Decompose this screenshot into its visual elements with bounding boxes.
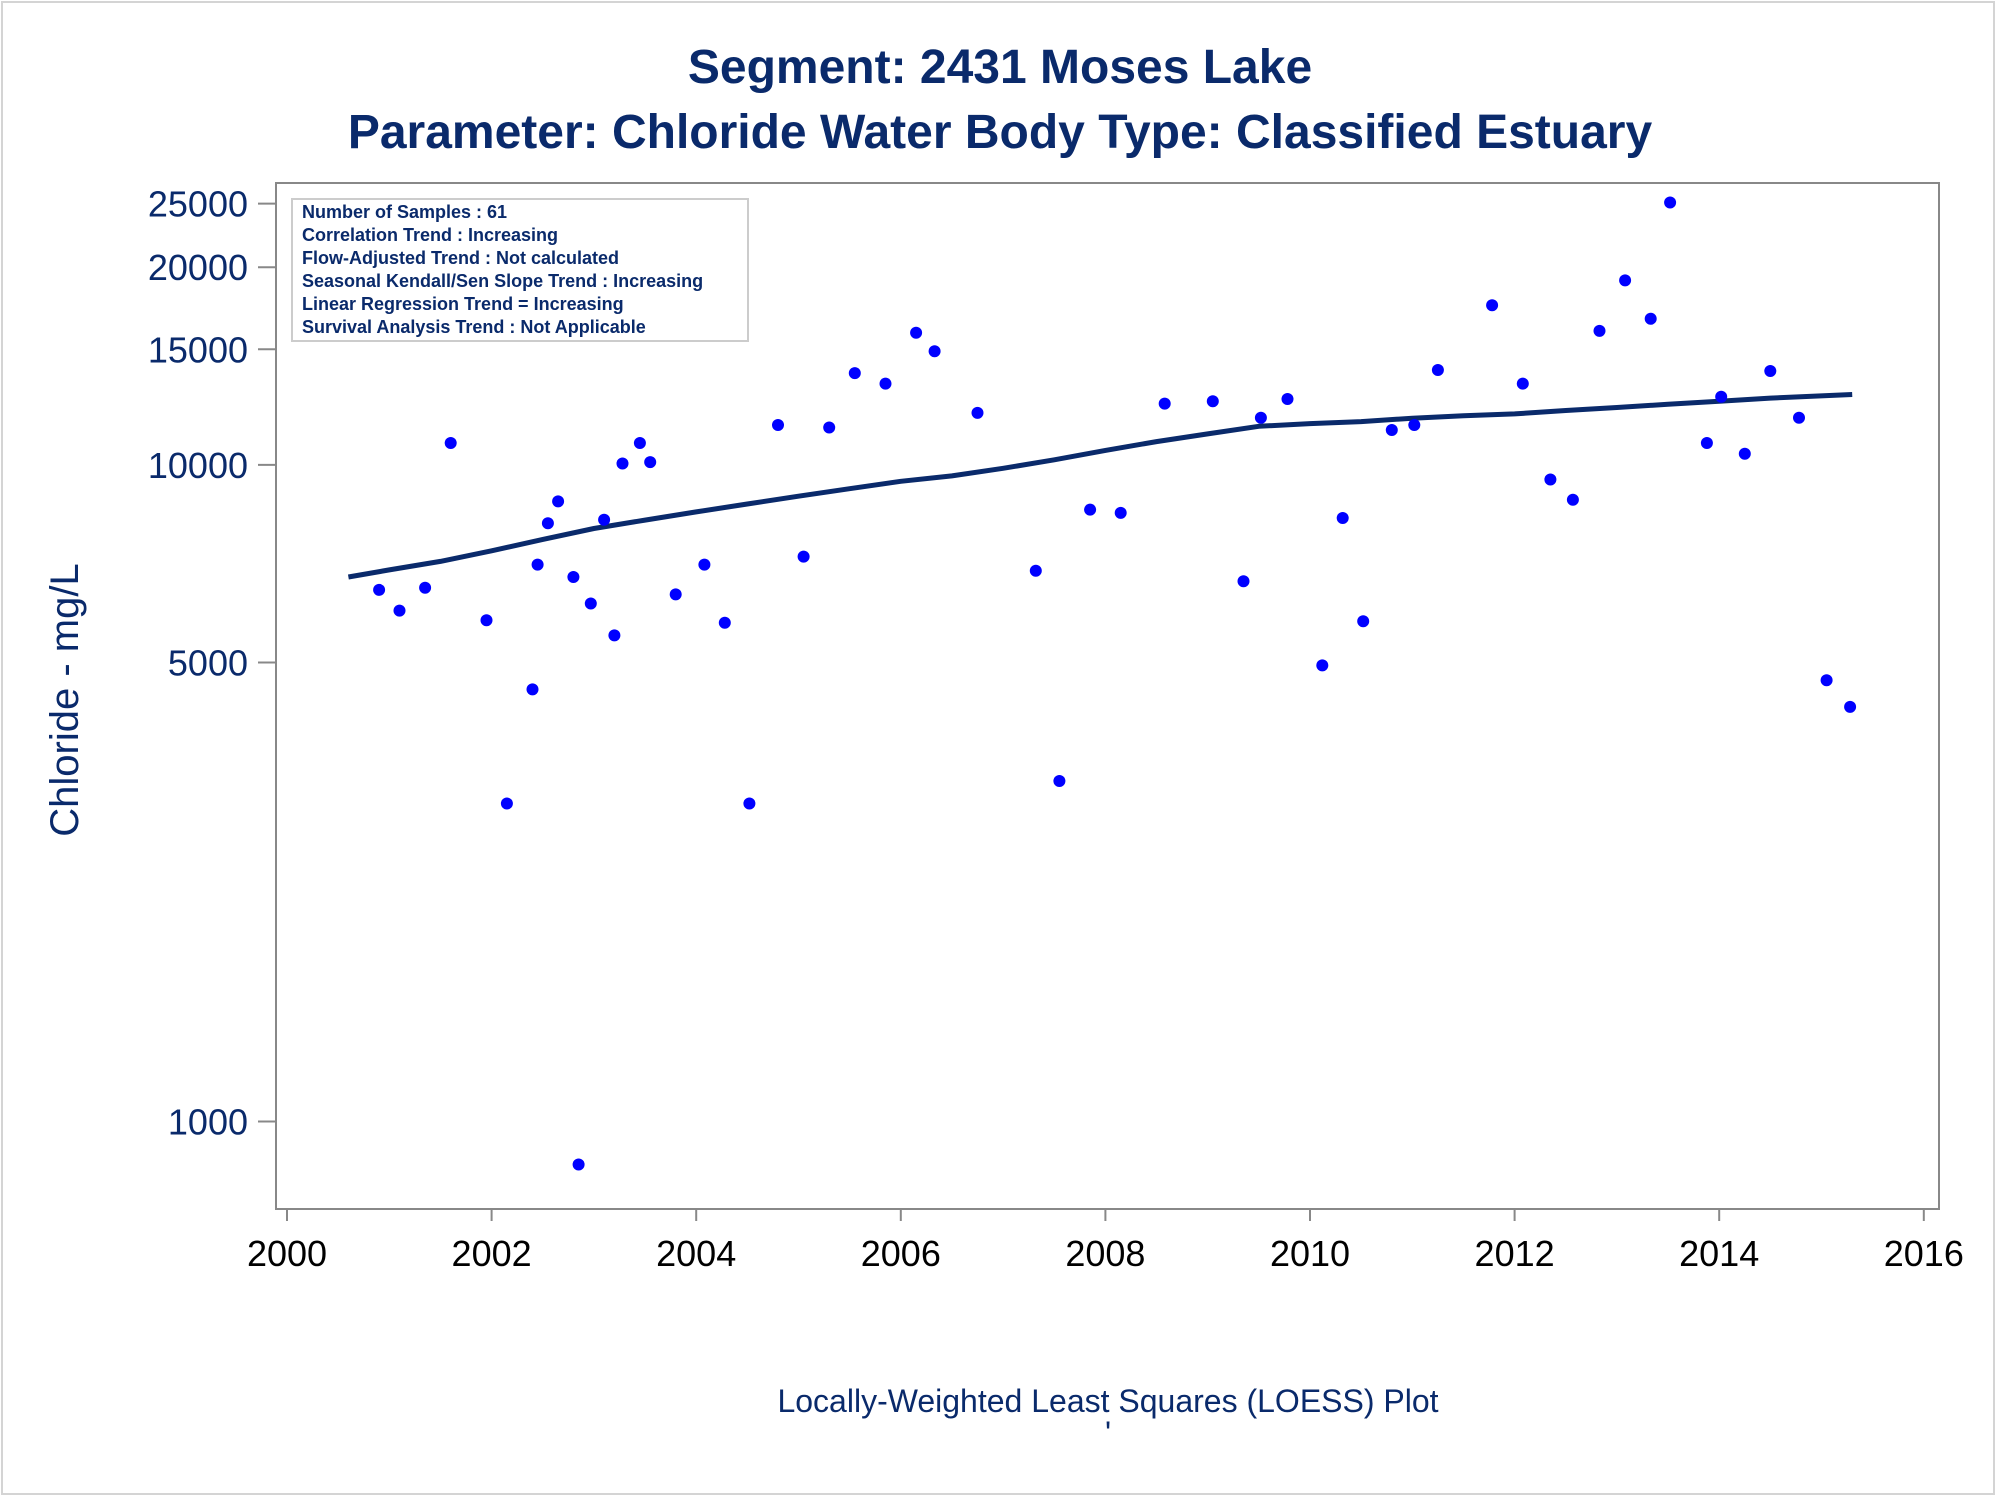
plot-area (275, 182, 1940, 1210)
y-tick-label: 1000 (168, 1102, 248, 1143)
x-tick-label: 2014 (1679, 1233, 1759, 1274)
y-tick-label: 20000 (148, 247, 248, 288)
trend-summary-box: Number of Samples : 61 Correlation Trend… (291, 198, 749, 342)
x-tick-label: 2006 (861, 1233, 941, 1274)
data-point (1793, 411, 1805, 424)
data-point (552, 495, 565, 508)
inset-line: Correlation Trend : Increasing (302, 225, 558, 245)
inset-line: Number of Samples : 61 (302, 202, 507, 222)
data-point (1336, 512, 1349, 524)
data-point (1664, 196, 1677, 209)
data-point (718, 616, 731, 629)
data-point (1566, 493, 1579, 506)
x-tick-label: 2010 (1270, 1233, 1350, 1274)
data-point (531, 558, 544, 571)
x-tick-label: 2012 (1475, 1233, 1555, 1274)
loess-line (347, 392, 1853, 580)
sample-series (342, 196, 1857, 1171)
data-point (1206, 395, 1219, 408)
data-point (572, 1158, 585, 1171)
data-point (393, 604, 406, 617)
data-point (419, 581, 432, 594)
y-tick-label: 5000 (168, 643, 248, 684)
data-point (500, 797, 513, 810)
footer-label: Locally-Weighted Least Squares (LOESS) P… (777, 1383, 1438, 1419)
inset-line: Linear Regression Trend = Increasing (302, 294, 624, 314)
x-tick-label: 2008 (1065, 1233, 1145, 1274)
inset-line: Seasonal Kendall/Sen Slope Trend : Incre… (302, 271, 703, 291)
y-axis: 1000 5000 10000 15000 20000 25000 (148, 184, 276, 1143)
data-point (567, 571, 580, 583)
data-point (541, 517, 554, 530)
data-point (633, 437, 646, 449)
data-point (1281, 393, 1294, 405)
data-point (1738, 447, 1751, 460)
inset-line: Survival Analysis Trend : Not Applicable (302, 317, 646, 337)
data-point (1715, 390, 1728, 403)
data-point (1619, 274, 1632, 287)
x-tick-label: 2002 (452, 1233, 532, 1274)
data-point (1029, 564, 1042, 577)
data-point (526, 683, 539, 696)
data-point (1700, 437, 1713, 449)
trend-summary-frame (291, 198, 749, 342)
data-point (797, 550, 810, 563)
data-point (1764, 365, 1777, 377)
data-point (1431, 364, 1444, 376)
data-point (1544, 473, 1557, 486)
data-point (1254, 411, 1267, 424)
y-tick-label: 15000 (148, 329, 248, 370)
data-point (1408, 419, 1421, 431)
data-point (644, 456, 657, 469)
data-point (1385, 424, 1398, 436)
data-point (1820, 674, 1833, 687)
data-point (879, 377, 892, 390)
data-point (823, 421, 836, 434)
chart-subtitle: Parameter: Chloride Water Body Type: Cla… (348, 106, 1653, 159)
x-axis: 2000 2002 2004 2006 2008 2010 2012 2014 2016 (247, 1209, 1964, 1274)
data-point (971, 406, 984, 419)
data-point (1593, 324, 1606, 337)
data-point (1158, 397, 1171, 410)
x-tick-label: 2000 (247, 1233, 327, 1274)
data-point (1516, 377, 1529, 390)
data-point (1844, 700, 1857, 713)
loess-series (347, 392, 1853, 580)
data-point (698, 558, 711, 571)
data-point (1644, 312, 1657, 325)
data-point (928, 345, 941, 358)
y-tick-label: 10000 (148, 445, 248, 486)
data-point (1114, 506, 1127, 519)
data-point (608, 629, 621, 642)
data-point (772, 419, 784, 431)
data-point (616, 457, 629, 470)
y-axis-label: Chloride - mg/L (43, 563, 87, 836)
footer-mark: ' (1105, 1415, 1111, 1451)
data-point (373, 583, 386, 596)
data-point (1084, 503, 1097, 516)
data-point (1053, 775, 1066, 787)
x-tick-label: 2004 (656, 1233, 736, 1274)
data-point (598, 513, 611, 526)
data-point (584, 597, 597, 610)
data-point (848, 367, 861, 380)
chart-title: Segment: 2431 Moses Lake (688, 41, 1312, 94)
data-point (1486, 299, 1499, 312)
data-point (1237, 575, 1250, 588)
data-point (1357, 615, 1370, 628)
data-point (910, 326, 923, 339)
y-tick-label: 25000 (148, 184, 248, 225)
data-point (1316, 659, 1329, 672)
x-tick-label: 2016 (1884, 1233, 1964, 1274)
data-point (743, 797, 756, 810)
inset-line: Flow-Adjusted Trend : Not calculated (302, 248, 619, 268)
data-point (669, 588, 682, 601)
data-point (444, 437, 457, 449)
data-point (480, 614, 493, 627)
